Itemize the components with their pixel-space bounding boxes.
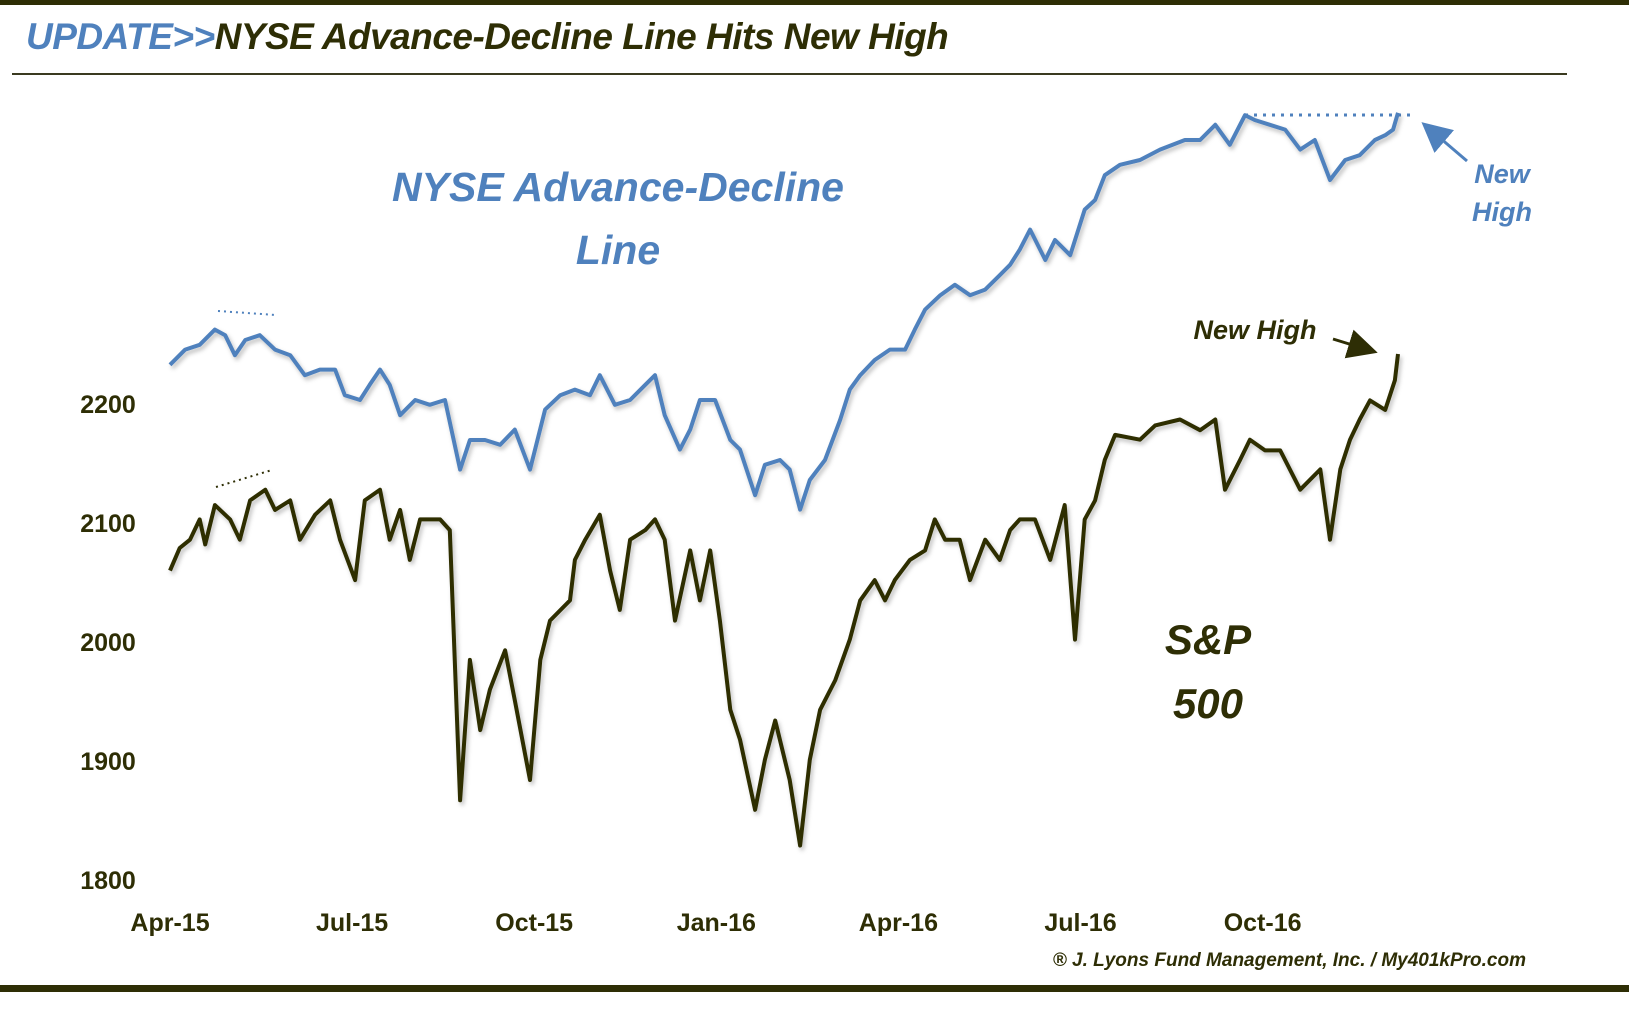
x-tick-label: Jul-16	[1044, 909, 1116, 937]
x-tick-label: Jul-15	[316, 909, 388, 937]
title-prefix: UPDATE>>	[26, 16, 215, 57]
x-tick-label: Jan-16	[677, 909, 756, 937]
ad-new-high-label: New	[1474, 159, 1532, 189]
chart-title: UPDATE>>NYSE Advance-Decline Line Hits N…	[26, 16, 949, 58]
sp-label: S&P	[1165, 616, 1252, 663]
y-tick-label: 2200	[80, 391, 136, 419]
ad-label-line2: Line	[576, 227, 660, 273]
y-axis: 2200 2100 2000 1900 1800	[80, 391, 136, 895]
ad-new-high-label-line2: High	[1472, 197, 1532, 227]
ad-new-high-arrow-icon	[1421, 122, 1468, 163]
ad-early-high-dotted-line	[217, 310, 277, 316]
sp-label-line2: 500	[1173, 680, 1243, 727]
y-tick-label: 1800	[80, 867, 136, 895]
top-border	[0, 0, 1629, 5]
y-tick-label: 2100	[80, 510, 136, 538]
x-tick-label: Oct-15	[495, 909, 573, 937]
sp-new-high-label: New High	[1193, 315, 1316, 345]
x-axis: Apr-15 Jul-15 Oct-15 Jan-16 Apr-16 Jul-16 Oct-…	[130, 909, 1301, 937]
ad-label: NYSE Advance-Decline	[392, 164, 844, 210]
title-divider	[12, 73, 1567, 75]
sp-new-high-arrow-icon	[1332, 329, 1378, 359]
y-tick-label: 2000	[80, 629, 136, 657]
title-main: NYSE Advance-Decline Line Hits New High	[214, 16, 949, 57]
series-ad-line	[168, 112, 1400, 512]
series-sp500	[168, 353, 1400, 848]
bottom-border	[0, 985, 1629, 992]
x-tick-label: Oct-16	[1224, 909, 1302, 937]
sp-early-high-dotted-line	[215, 469, 273, 488]
copyright-footer: ® J. Lyons Fund Management, Inc. / My401…	[1052, 950, 1526, 971]
y-tick-label: 1900	[80, 748, 136, 776]
x-tick-label: Apr-15	[130, 909, 209, 937]
x-tick-label: Apr-16	[859, 909, 938, 937]
